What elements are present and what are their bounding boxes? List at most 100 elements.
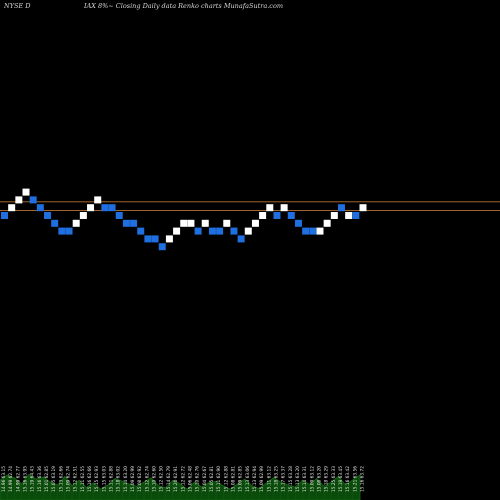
down-brick (51, 219, 59, 227)
reference-lines (0, 201, 500, 211)
up-brick (173, 227, 181, 235)
bar-label: 15.05 63.19 (51, 466, 57, 492)
bar-label: 15.16 63.72 (360, 466, 366, 492)
bar-label: 15.10 62.76 (195, 466, 201, 492)
bar-label: 14.96 63.15 (1, 466, 7, 492)
down-brick (230, 227, 238, 235)
down-brick (65, 227, 73, 235)
bar-label: 15.12 62.51 (73, 466, 79, 492)
bar-label: 15.13 62.66 (58, 466, 64, 492)
chart-caption: IAX 8%~ Closing Daily data Renko charts … (84, 2, 284, 10)
up-brick (316, 227, 324, 235)
bar-label: 15.09 62.99 (259, 466, 265, 492)
down-brick (44, 212, 52, 219)
down-brick (108, 204, 116, 212)
down-brick (294, 219, 302, 227)
down-brick (1, 212, 8, 219)
bar-label: 15.12 62.88 (223, 466, 229, 492)
bar-label: 15.19 64.43 (30, 466, 36, 492)
bar-label: 15.18 63.29 (324, 466, 330, 492)
up-brick (223, 219, 231, 227)
up-brick (323, 219, 331, 227)
bar-label: 14.99 62.74 (8, 466, 14, 492)
down-brick (237, 235, 245, 243)
down-brick (352, 212, 360, 219)
up-brick (359, 204, 367, 212)
down-brick (287, 212, 295, 219)
up-brick (330, 212, 338, 219)
bar-label: 15.15 63.28 (288, 466, 294, 492)
down-brick (216, 227, 224, 235)
bar-label: 15.12 62.74 (144, 466, 150, 492)
up-brick (187, 219, 195, 227)
down-brick (137, 227, 145, 235)
up-brick (266, 204, 274, 212)
down-brick (151, 235, 159, 243)
down-brick (273, 212, 281, 219)
bar-label: 15.08 62.81 (230, 466, 236, 492)
bar-label: 15.19 63.45 (338, 466, 344, 492)
down-brick (36, 204, 44, 212)
bar-label: 15.04 62.67 (202, 466, 208, 492)
bar-label: 15.13 63.20 (295, 466, 301, 492)
up-brick (259, 212, 267, 219)
up-brick (72, 219, 80, 227)
up-brick (15, 196, 23, 204)
bar-label: 15.15 62.93 (94, 466, 100, 492)
volume-area (0, 473, 361, 500)
bar-label: 15.18 63.25 (273, 466, 279, 492)
bar-label: 15.12 62.72 (180, 466, 186, 492)
down-brick (302, 227, 310, 235)
bar-label: 15.14 62.79 (166, 466, 172, 492)
down-brick (58, 227, 66, 235)
down-brick (130, 219, 138, 227)
bar-label: 15.17 63.37 (281, 466, 287, 492)
bar-labels: 14.96 63.15 14.99 62.74 14.99 62.77 15.16 6… (1, 466, 366, 492)
bar-label: 15.18 63.02 (116, 466, 122, 492)
bar-label: 15.14 63.31 (302, 466, 308, 492)
exchange-symbol-label: NYSE D (4, 2, 31, 10)
bar-label: 15.09 63.12 (309, 466, 315, 492)
bar-label: 15.11 62.55 (80, 466, 86, 492)
up-brick (251, 219, 259, 227)
bar-label: 15.06 62.48 (187, 466, 193, 492)
bar-label: 15.11 62.88 (109, 466, 115, 492)
bar-label: 15.08 63.20 (316, 466, 322, 492)
renko-bricks (1, 188, 367, 251)
up-brick (165, 235, 173, 243)
bar-label: 15.16 63.42 (345, 466, 351, 492)
down-brick (309, 227, 317, 235)
bar-label: 15.09 62.74 (66, 466, 72, 492)
down-brick (115, 212, 123, 219)
up-brick (345, 212, 353, 219)
bar-label: 15.25 63.33 (331, 466, 337, 492)
down-brick (122, 219, 130, 227)
bar-label: 15.11 62.90 (216, 466, 222, 492)
bar-label: 15.01 62.85 (44, 466, 50, 492)
up-brick (280, 204, 288, 212)
bar-label: 15.10 62.60 (152, 466, 158, 492)
down-brick (158, 243, 166, 251)
up-brick (94, 196, 102, 204)
bar-label: 15.11 63.12 (266, 466, 272, 492)
down-brick (29, 196, 37, 204)
down-brick (194, 227, 202, 235)
bar-label: 15.13 63.06 (245, 466, 251, 492)
up-brick (180, 219, 188, 227)
bar-label: 15.16 63.95 (23, 466, 29, 492)
down-brick (144, 235, 152, 243)
bar-label: 15.12 62.50 (159, 466, 165, 492)
up-brick (87, 204, 95, 212)
bar-label: 15.16 63.36 (37, 466, 43, 492)
bar-label: 15.08 62.92 (137, 466, 143, 492)
up-brick (201, 219, 209, 227)
bar-label: 15.09 62.85 (238, 466, 244, 492)
bar-label: 15.21 63.56 (352, 466, 358, 492)
down-brick (208, 227, 216, 235)
down-brick (101, 204, 109, 212)
bar-label: 15.15 63.03 (101, 466, 107, 492)
bar-label: 15.14 63.20 (123, 466, 129, 492)
bar-label: 15.05 62.81 (209, 466, 215, 492)
bar-label: 15.16 62.66 (87, 466, 93, 492)
